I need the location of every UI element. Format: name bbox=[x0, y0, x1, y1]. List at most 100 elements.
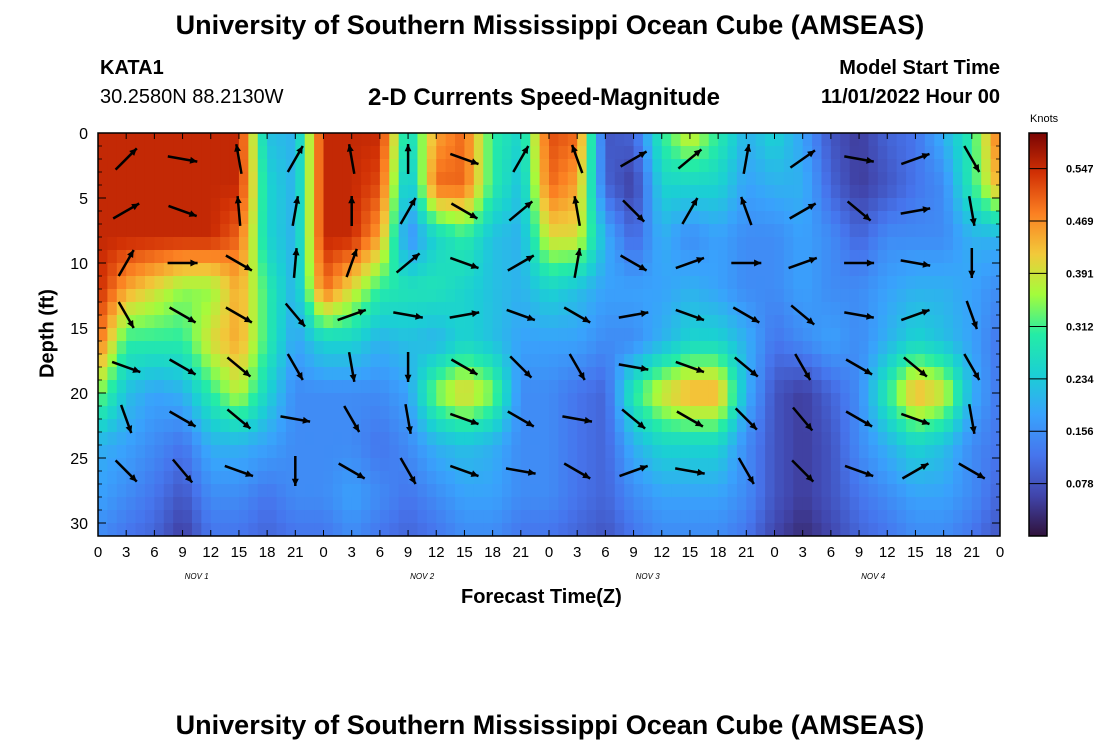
heatmap-cell bbox=[417, 133, 428, 147]
heatmap-cell bbox=[539, 172, 550, 186]
heatmap-cell bbox=[906, 198, 917, 212]
heatmap-cell bbox=[389, 510, 400, 524]
heatmap-cell bbox=[671, 445, 682, 459]
heatmap-cell bbox=[351, 133, 362, 147]
heatmap-cell bbox=[595, 523, 606, 536]
heatmap-cell bbox=[868, 198, 879, 212]
heatmap-cell bbox=[830, 263, 841, 277]
heatmap-cell bbox=[868, 211, 879, 225]
heatmap-cell bbox=[464, 185, 475, 199]
heatmap-cell bbox=[539, 367, 550, 381]
heatmap-cell bbox=[736, 263, 747, 277]
heatmap-cell bbox=[295, 224, 306, 238]
heatmap-cell bbox=[699, 250, 710, 264]
heatmap-cell bbox=[98, 419, 108, 433]
heatmap-cell bbox=[351, 328, 362, 342]
heatmap-cell bbox=[661, 523, 672, 536]
heatmap-cell bbox=[633, 276, 644, 290]
heatmap-cell bbox=[633, 250, 644, 264]
heatmap-cell bbox=[210, 211, 221, 225]
heatmap-cell bbox=[812, 393, 823, 407]
heatmap-cell bbox=[624, 211, 635, 225]
heatmap-cell bbox=[708, 445, 719, 459]
colorbar-tick-label: 0.312 bbox=[1066, 321, 1094, 333]
heatmap-cell bbox=[408, 237, 419, 251]
heatmap-cell bbox=[116, 198, 127, 212]
heatmap-cell bbox=[520, 380, 531, 394]
heatmap-cell bbox=[699, 354, 710, 368]
heatmap-cell bbox=[191, 302, 202, 316]
heatmap-cell bbox=[755, 172, 766, 186]
heatmap-cell bbox=[455, 133, 466, 147]
heatmap-cell bbox=[802, 133, 813, 147]
heatmap-cell bbox=[98, 328, 108, 342]
heatmap-cell bbox=[98, 354, 108, 368]
heatmap-cell bbox=[624, 315, 635, 329]
heatmap-cell bbox=[361, 276, 372, 290]
heatmap-cell bbox=[191, 341, 202, 355]
heatmap-cell bbox=[812, 289, 823, 303]
heatmap-cell bbox=[924, 497, 935, 511]
current-arrow bbox=[790, 304, 816, 326]
heatmap-cell bbox=[755, 354, 766, 368]
heatmap-cell bbox=[990, 510, 1000, 524]
heatmap-cell bbox=[577, 406, 588, 420]
heatmap-cell bbox=[746, 315, 757, 329]
heatmap-cell bbox=[943, 367, 954, 381]
heatmap-cell bbox=[314, 133, 325, 147]
heatmap-cell bbox=[577, 432, 588, 446]
heatmap-cell bbox=[934, 393, 945, 407]
heatmap-cell bbox=[877, 263, 888, 277]
heatmap-cell bbox=[821, 328, 832, 342]
heatmap-cell bbox=[567, 211, 578, 225]
x-tick-label: 6 bbox=[601, 544, 609, 561]
heatmap-cell bbox=[567, 250, 578, 264]
heatmap-cell bbox=[267, 289, 278, 303]
heatmap-cell bbox=[511, 315, 522, 329]
heatmap-cell bbox=[802, 250, 813, 264]
heatmap-cell bbox=[332, 393, 343, 407]
heatmap-cell bbox=[520, 237, 531, 251]
heatmap-cell bbox=[276, 367, 287, 381]
heatmap-cell bbox=[887, 211, 898, 225]
heatmap-cell bbox=[746, 198, 757, 212]
heatmap-cell bbox=[426, 328, 437, 342]
heatmap-cell bbox=[868, 289, 879, 303]
heatmap-cell bbox=[276, 172, 287, 186]
heatmap-cell bbox=[107, 185, 118, 199]
heatmap-cell bbox=[342, 445, 353, 459]
heatmap-cell bbox=[408, 367, 419, 381]
heatmap-cell bbox=[877, 406, 888, 420]
heatmap-cell bbox=[812, 380, 823, 394]
heatmap-cell bbox=[549, 250, 559, 264]
heatmap-cell bbox=[220, 471, 231, 485]
heatmap-cell bbox=[661, 289, 672, 303]
heatmap-cell bbox=[135, 523, 146, 536]
heatmap-cell bbox=[605, 224, 616, 238]
heatmap-cell bbox=[755, 406, 766, 420]
heatmap-cell bbox=[783, 211, 794, 225]
heatmap-cell bbox=[774, 432, 785, 446]
heatmap-cell bbox=[680, 393, 691, 407]
heatmap-cell bbox=[971, 497, 982, 511]
current-arrow bbox=[619, 464, 649, 478]
heatmap-cell bbox=[802, 276, 813, 290]
heatmap-cell bbox=[981, 497, 992, 511]
current-arrow bbox=[225, 254, 253, 272]
heatmap-cell bbox=[642, 328, 653, 342]
heatmap-cell bbox=[624, 354, 635, 368]
heatmap-cell bbox=[182, 328, 193, 342]
heatmap-cell bbox=[285, 185, 296, 199]
heatmap-cell bbox=[840, 250, 851, 264]
heatmap-cell bbox=[445, 302, 456, 316]
heatmap-cell bbox=[248, 341, 259, 355]
heatmap-cell bbox=[417, 471, 428, 485]
heatmap-cell bbox=[953, 380, 964, 394]
heatmap-cell bbox=[173, 510, 184, 524]
heatmap-cell bbox=[398, 237, 409, 251]
heatmap-cell bbox=[154, 289, 165, 303]
heatmap-cell bbox=[671, 315, 682, 329]
heatmap-cell bbox=[755, 159, 766, 173]
heatmap-cell bbox=[144, 510, 155, 524]
heatmap-cell bbox=[605, 185, 616, 199]
